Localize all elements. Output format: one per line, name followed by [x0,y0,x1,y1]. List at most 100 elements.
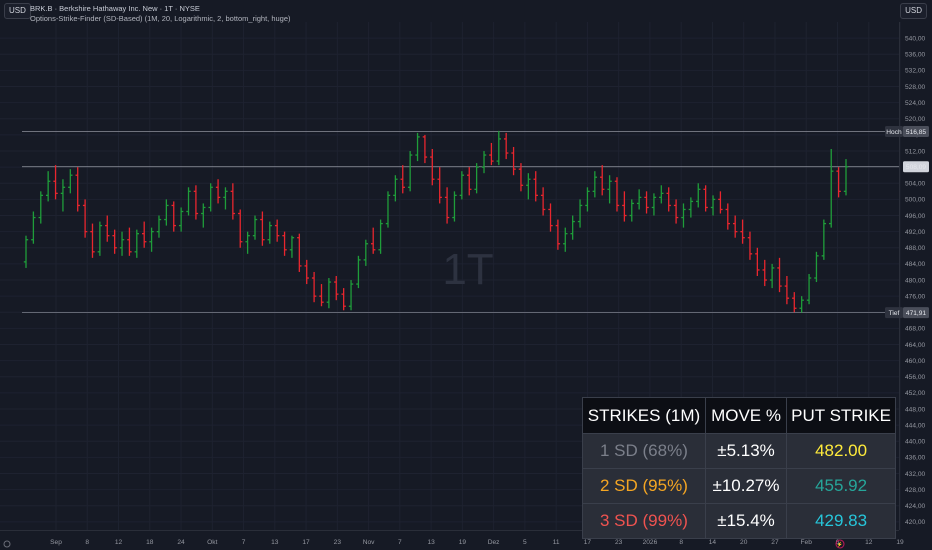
row-move: ±15.4% [704,503,788,539]
ohlc-bar [208,183,213,212]
ohlc-bar [526,173,531,200]
price-axis[interactable]: 420,00 424,00 428,00 432,00 436,00 440,00 444,… [905,35,926,526]
ohlc-bar [821,219,827,260]
ohlc-bar [784,276,790,305]
time-tick-label: 17 [302,539,310,546]
time-tick-label: 6 [836,539,840,546]
ohlc-bar [326,278,332,309]
time-tick-label: Sep [50,539,62,546]
ohlc-bar [186,187,191,216]
ohlc-bar [319,284,324,307]
ohlc-bar [267,221,272,244]
ohlc-bar [829,149,834,228]
row-put-strike: 455.92 [786,468,896,504]
time-tick-label: 20 [740,539,748,546]
ohlc-bar [636,189,642,210]
settings-icon[interactable] [3,540,11,548]
price-tick-label: 484,00 [905,261,926,268]
ohlc-bar [422,134,428,164]
time-tick-label: 8 [679,539,683,546]
time-tick-label: Feb [801,539,813,546]
ohlc-bar [696,183,701,208]
time-tick-label: 19 [459,539,467,546]
ohlc-bar [688,197,694,218]
price-tick-label: 464,00 [905,342,926,349]
ohlc-bar [792,292,797,313]
ohlc-bar [673,199,679,224]
price-level-tags: 516,85 Hoch 508,09 471,91 Tief [885,125,929,319]
ohlc-bar [467,167,472,196]
row-put-strike: 482.00 [786,433,896,469]
price-tick-label: 436,00 [905,455,926,462]
price-tick-label: 456,00 [905,374,926,381]
indicator-title[interactable]: Options-Strike-Finder (SD-Based) (1M, 20… [30,14,291,23]
ohlc-bar [710,195,716,216]
ohlc-bar [489,142,494,166]
time-tick-label: 8 [85,539,89,546]
ohlc-bar [82,199,88,238]
level-value-text: 471,91 [906,310,927,317]
time-tick-label: 2026 [643,539,658,546]
price-tick-label: 480,00 [905,277,926,284]
ohlc-bar [415,132,420,162]
ohlc-bar [134,229,140,258]
ohlc-bar [38,191,43,224]
time-tick-label: 23 [334,539,342,546]
time-tick-label: 11 [553,539,560,546]
row-put-strike: 429.83 [786,503,896,539]
price-tick-label: 528,00 [905,84,926,91]
price-tick-label: 496,00 [905,213,926,220]
ohlc-bar [659,185,664,204]
time-tick-label: Nov [363,539,375,546]
ohlc-bar [75,167,80,212]
level-value-tag [903,307,929,319]
price-tick-label: 520,00 [905,116,926,123]
ohlc-bar [629,199,634,222]
ohlc-bar [245,231,250,254]
ohlc-bar [304,259,309,285]
price-tick-label: 432,00 [905,471,926,478]
ohlc-bar [105,215,110,242]
ohlc-bar [755,247,760,276]
ohlc-bar [747,231,753,260]
price-tick-label: 460,00 [905,358,926,365]
price-tick-label: 532,00 [905,68,926,75]
ohlc-bar [555,219,561,250]
ohlc-bar [31,211,36,244]
price-tick-label: 500,00 [905,197,926,204]
ohlc-bar [518,163,524,192]
ohlc-bar [230,183,236,220]
strikes-table: STRIKES (1M) MOVE % PUT STRIKE 1 SD (68%… [582,397,896,539]
ohlc-bar [666,187,671,212]
ohlc-bar [119,231,125,256]
event-flag-icon[interactable]: ⚡ [835,539,845,549]
symbol-title: BRK.B · Berkshire Hathaway Inc. New · 1T… [30,4,200,13]
ohlc-bar [282,231,287,256]
time-tick-label: 13 [427,539,435,546]
level-name-text: Tief [889,310,900,317]
ohlc-bar [68,169,73,194]
ohlc-bar [289,235,295,258]
ohlc-bar [600,165,605,196]
ohlc-bars [23,130,849,313]
time-tick-label: 14 [709,539,717,546]
ohlc-bar [474,163,479,194]
ohlc-bar [274,219,280,242]
row-move: ±5.13% [704,433,788,469]
currency-button-left[interactable]: USD [4,3,31,19]
time-tick-label: 24 [177,539,185,546]
ohlc-bar [127,227,132,256]
price-tick-label: 452,00 [905,390,926,397]
ohlc-bar [393,175,398,202]
ohlc-bar [651,193,657,216]
time-axis[interactable]: Sep 8 12 18 24 Okt 7 13 17 23 Nov 7 13 19 Dez 5 11 17 23 20… [50,539,904,546]
ohlc-bar [223,187,228,210]
ohlc-bar [762,259,767,287]
ohlc-bar [718,191,723,214]
ohlc-bar [769,263,775,289]
ohlc-bar [193,185,199,220]
time-tick-label: 7 [242,539,246,546]
currency-button-right[interactable]: USD [900,3,927,19]
